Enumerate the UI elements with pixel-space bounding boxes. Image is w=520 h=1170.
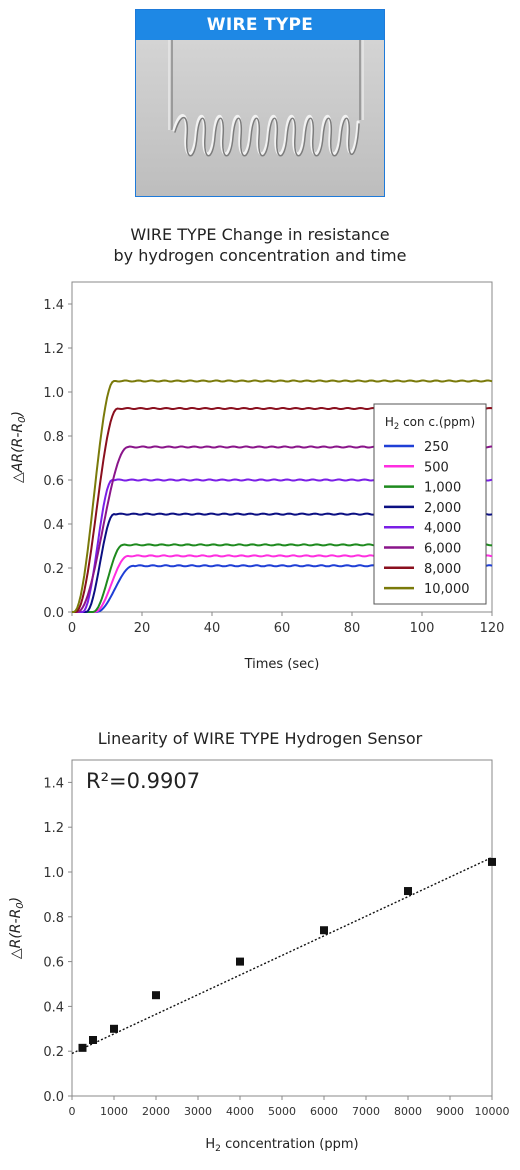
linearity-chart: 0.0 0.2 0.4 0.6 0.8 1.0 1.2 1.4 0 1000 2000 3000 400…: [8, 759, 510, 1154]
chart2-points: [78, 857, 496, 1052]
y-tick-label: 0.2: [43, 562, 64, 577]
y-tick-label: 1.0: [43, 386, 64, 401]
y-tick-label: 1.2: [43, 342, 64, 357]
x-tick-label: 0: [68, 621, 76, 636]
r-squared-annotation: R²=0.9907: [86, 769, 200, 793]
coiled-wire-illustration: [136, 40, 384, 196]
x-tick-label: 4000: [226, 1105, 254, 1118]
y-tick-label: 0.0: [43, 1090, 64, 1105]
chart2-plot-frame: [71, 759, 493, 1097]
y-tick-label: 1.0: [43, 866, 64, 881]
x-tick-label: 2000: [142, 1105, 170, 1118]
x-tick-label: 6000: [310, 1105, 338, 1118]
y-tick-label: 0.4: [43, 1000, 64, 1015]
y-tick-label: 0.0: [43, 606, 64, 621]
x-tick-label: 100: [410, 621, 435, 636]
x-tick-label: 5000: [268, 1105, 296, 1118]
data-point: [404, 887, 412, 896]
x-tick-label: 120: [480, 621, 505, 636]
x-axis-label: Times (sec): [244, 657, 320, 672]
y-tick-label: 0.6: [43, 474, 64, 489]
legend-title: H2 con c.(ppm): [385, 415, 475, 431]
legend-box: [373, 403, 487, 605]
y-axis-label: △R(R-R0): [8, 897, 26, 959]
x-tick-label: 8000: [394, 1105, 422, 1118]
data-point: [152, 991, 160, 1000]
chart1-title-line1: WIRE TYPE Change in resistance: [130, 225, 390, 244]
y-tick-label: 1.4: [43, 298, 64, 313]
photo-header: WIRE TYPE: [136, 10, 384, 40]
legend-label: 500: [424, 460, 449, 475]
data-point: [110, 1024, 118, 1033]
data-point: [320, 926, 328, 935]
coiled-wire-sensor-photo: [136, 40, 384, 196]
chart1-axes: 0.0 0.2 0.4 0.6 0.8 1.0 1.2 1.4 0 20 40 60 80 100 120 T…: [10, 281, 505, 672]
legend-label: 6,000: [424, 542, 461, 557]
chart1-legend: H2 con c.(ppm) 250 500 1,000 2,000 4,000 6,000…: [373, 403, 487, 605]
y-tick-label: 0.8: [43, 430, 64, 445]
data-point: [488, 857, 496, 866]
chart2-title: Linearity of WIRE TYPE Hydrogen Sensor: [97, 729, 423, 748]
legend-label: 2,000: [424, 501, 461, 516]
legend-label: 1,000: [424, 481, 461, 496]
y-tick-label: 0.2: [43, 1045, 64, 1060]
legend-label: 8,000: [424, 562, 461, 577]
x-tick-label: 7000: [352, 1105, 380, 1118]
data-point: [89, 1036, 97, 1044]
chart2-trendline: [71, 856, 493, 1055]
x-tick-label: 9000: [436, 1105, 464, 1118]
x-tick-label: 0: [69, 1105, 76, 1118]
data-point: [236, 957, 244, 966]
y-tick-label: 0.4: [43, 518, 64, 533]
y-tick-label: 1.4: [43, 776, 64, 791]
legend-label: 250: [424, 440, 449, 455]
y-tick-label: 0.8: [43, 911, 64, 926]
x-tick-label: 1000: [100, 1105, 128, 1118]
x-tick-label: 60: [274, 621, 291, 636]
chart2-axes: 0.0 0.2 0.4 0.6 0.8 1.0 1.2 1.4 0 1000 2000 3000 400…: [8, 759, 510, 1154]
x-tick-label: 80: [344, 621, 361, 636]
y-tick-label: 1.2: [43, 821, 64, 836]
legend-label: 4,000: [424, 521, 461, 536]
y-axis-label: △AR(R-R0): [10, 411, 28, 483]
series-line-10000: [72, 379, 493, 613]
trendline: [71, 856, 493, 1055]
x-tick-label: 3000: [184, 1105, 212, 1118]
x-tick-label: 20: [134, 621, 151, 636]
x-tick-label: 40: [204, 621, 221, 636]
chart1-title-line2: by hydrogen concentration and time: [113, 246, 407, 265]
y-tick-label: 0.6: [43, 956, 64, 971]
data-point: [78, 1043, 87, 1052]
wire-type-photo-panel: WIRE TYPE: [135, 9, 385, 197]
x-axis-label: H2 concentration (ppm): [205, 1137, 358, 1154]
legend-label: 10,000: [424, 582, 470, 597]
x-tick-label: 10000: [475, 1105, 510, 1118]
resistance-time-chart: 0.0 0.2 0.4 0.6 0.8 1.0 1.2 1.4 0 20 40 60 80 100 120 T…: [10, 281, 505, 672]
